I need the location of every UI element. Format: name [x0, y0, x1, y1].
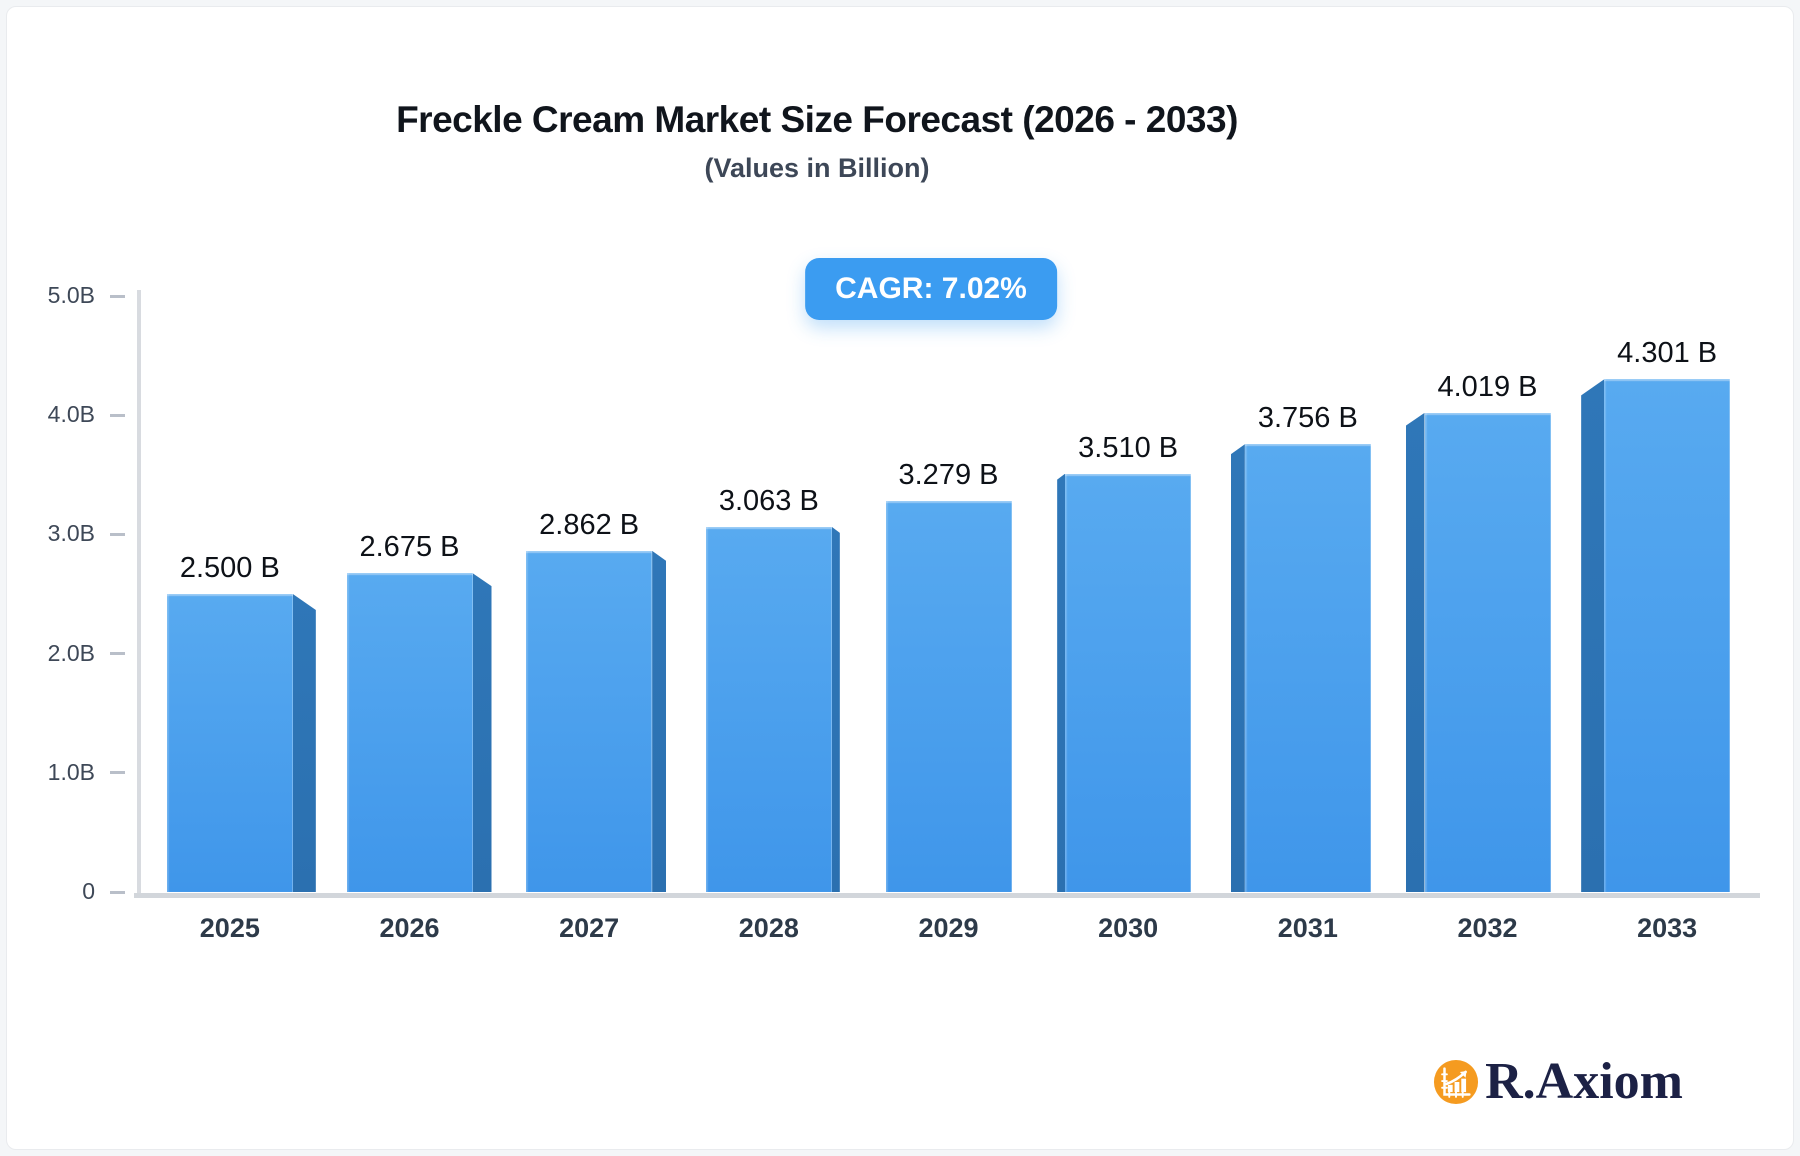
y-axis-tick-label: 0: [82, 878, 95, 904]
y-axis-tick: [110, 532, 125, 536]
bar-2031-side-shade: [1230, 444, 1245, 892]
chart-title: Freckle Cream Market Size Forecast (2026…: [396, 99, 1238, 140]
bar-value-label-2026: 2.675 B: [359, 531, 460, 564]
x-axis-label-2031: 2031: [1277, 913, 1338, 943]
cagr-badge: CAGR: 7.02%: [805, 258, 1057, 320]
bar-2027[interactable]: [526, 550, 653, 892]
bar-2033[interactable]: [1604, 379, 1731, 892]
bar-2026[interactable]: [346, 573, 473, 892]
x-axis-label-2033: 2033: [1637, 913, 1698, 943]
y-axis-tick: [110, 413, 125, 417]
bar-value-label-2028: 3.063 B: [718, 484, 819, 517]
bar-value-label-2025: 2.500 B: [179, 552, 280, 584]
x-axis-label-2027: 2027: [559, 913, 620, 943]
y-axis-tick: [110, 771, 125, 775]
brand-logo: R.Axiom: [1433, 1052, 1683, 1111]
y-axis-tick-label: 4.0B: [47, 401, 95, 428]
bar-2030[interactable]: [1065, 473, 1192, 892]
x-axis-label-2032: 2032: [1457, 913, 1518, 943]
x-axis-label-2025: 2025: [199, 913, 260, 943]
bar-value-label-2027: 2.862 B: [539, 508, 640, 541]
bar-value-label-2033: 4.301 B: [1617, 337, 1718, 370]
y-axis-tick-label: 1.0B: [47, 758, 95, 785]
bar-2025[interactable]: [166, 594, 293, 892]
bar-2026-side-shade: [472, 573, 492, 892]
bar-2031[interactable]: [1244, 444, 1371, 892]
bar-2032[interactable]: [1424, 412, 1551, 892]
y-axis-tick: [110, 294, 125, 298]
x-axis-label-2026: 2026: [379, 913, 440, 943]
bar-2028[interactable]: [705, 526, 832, 892]
y-axis-tick-label: 5.0B: [47, 282, 95, 308]
x-axis-baseline: [134, 893, 1760, 898]
bar-2025-side-shade: [292, 594, 316, 892]
bar-chart-logo-icon: [1434, 1059, 1479, 1104]
bar-value-label-2029: 3.279 B: [898, 459, 999, 492]
chart-card: Freckle Cream Market Size Forecast (2026…: [6, 6, 1794, 1150]
bar-value-label-2030: 3.510 B: [1078, 431, 1179, 464]
x-axis-label-2028: 2028: [738, 913, 799, 943]
y-axis-tick: [110, 652, 125, 656]
x-axis-label-2029: 2029: [918, 913, 979, 943]
bar-2030-side-shade: [1057, 473, 1066, 892]
bar-value-label-2031: 3.756 B: [1257, 402, 1358, 435]
bar-value-label-2032: 4.019 B: [1437, 370, 1538, 403]
bar-2028-side-shade: [831, 526, 840, 892]
y-axis-line: [137, 290, 141, 898]
y-axis-tick-label: 2.0B: [47, 639, 95, 666]
chart-subtitle: (Values in Billion): [704, 153, 930, 183]
y-axis-tick-label: 3.0B: [47, 520, 95, 547]
bar-2027-side-shade: [652, 550, 667, 892]
bar-2029[interactable]: [885, 501, 1012, 892]
brand-name: R.Axiom: [1485, 1053, 1683, 1110]
x-axis-label-2030: 2030: [1098, 913, 1159, 943]
y-axis-tick: [110, 890, 125, 894]
bar-2033-side-shade: [1581, 379, 1605, 892]
bar-2032-side-shade: [1405, 412, 1425, 892]
